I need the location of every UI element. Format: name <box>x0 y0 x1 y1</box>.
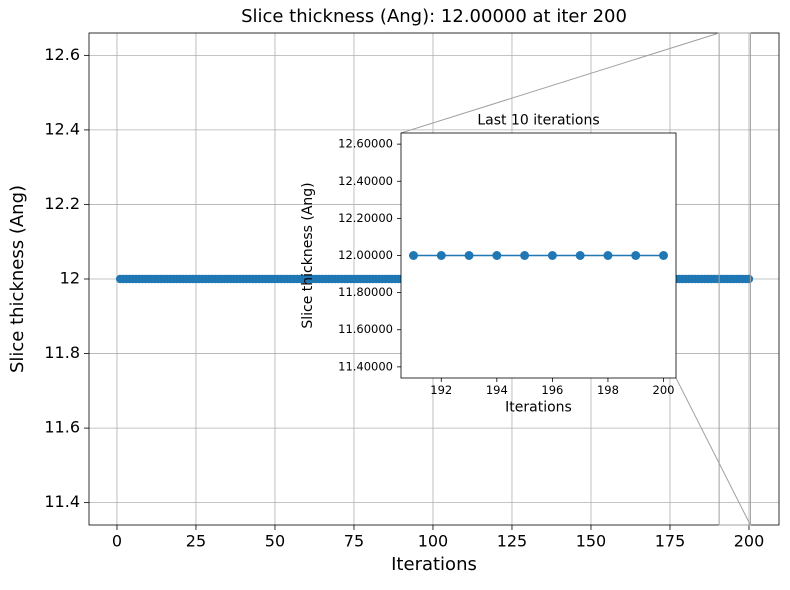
data-point <box>409 251 418 260</box>
data-point <box>464 251 474 260</box>
y-tick-label: 12.6 <box>44 45 80 64</box>
y-tick-label: 12.60000 <box>338 137 393 151</box>
x-tick-label: 200 <box>653 383 675 397</box>
data-point <box>631 251 641 260</box>
x-tick-label: 200 <box>734 532 765 551</box>
data-point <box>547 251 557 260</box>
x-tick-label: 100 <box>418 532 449 551</box>
x-tick-label: 196 <box>541 383 563 397</box>
y-axis-label: Slice thickness (Ang) <box>300 182 316 328</box>
inset-title: Last 10 iterations <box>477 112 599 128</box>
data-point <box>744 274 754 284</box>
y-axis-label: Slice thickness (Ang) <box>7 185 28 373</box>
x-tick-label: 194 <box>486 383 508 397</box>
data-point <box>492 251 502 260</box>
y-tick-label: 12.2 <box>44 194 80 213</box>
data-point <box>603 251 613 260</box>
x-tick-label: 175 <box>655 532 686 551</box>
zoom-indicator <box>718 32 751 526</box>
x-axis-label: Iterations <box>505 399 572 415</box>
zoom-connector <box>675 377 751 526</box>
y-tick-label: 12.20000 <box>338 211 393 225</box>
zoom-connector <box>400 32 720 134</box>
y-tick-label: 12.00000 <box>338 248 393 262</box>
data-point <box>436 251 446 260</box>
y-tick-label: 11.80000 <box>338 285 393 299</box>
x-tick-label: 0 <box>112 532 122 551</box>
y-tick-label: 12.40000 <box>338 174 393 188</box>
x-axis-label: Iterations <box>391 554 477 575</box>
y-tick-label: 12.4 <box>44 119 80 138</box>
data-point <box>520 251 530 260</box>
x-tick-label: 192 <box>430 383 452 397</box>
x-tick-label: 125 <box>497 532 528 551</box>
y-tick-label: 12 <box>60 269 80 288</box>
y-tick-label: 11.4 <box>44 492 80 511</box>
plot-frame <box>88 32 780 526</box>
chart-title: Slice thickness (Ang): 12.00000 at iter … <box>241 6 627 27</box>
x-tick-label: 198 <box>597 383 619 397</box>
x-tick-label: 75 <box>344 532 364 551</box>
x-tick-label: 50 <box>265 532 285 551</box>
plot-frame <box>400 132 677 379</box>
y-tick-label: 11.40000 <box>338 359 393 373</box>
x-tick-label: 150 <box>576 532 607 551</box>
data-point <box>575 251 585 260</box>
y-tick-label: 11.60000 <box>338 322 393 336</box>
data-point <box>659 251 668 260</box>
y-tick-label: 11.8 <box>44 343 80 362</box>
x-tick-label: 25 <box>186 532 206 551</box>
y-tick-label: 11.6 <box>44 418 80 437</box>
